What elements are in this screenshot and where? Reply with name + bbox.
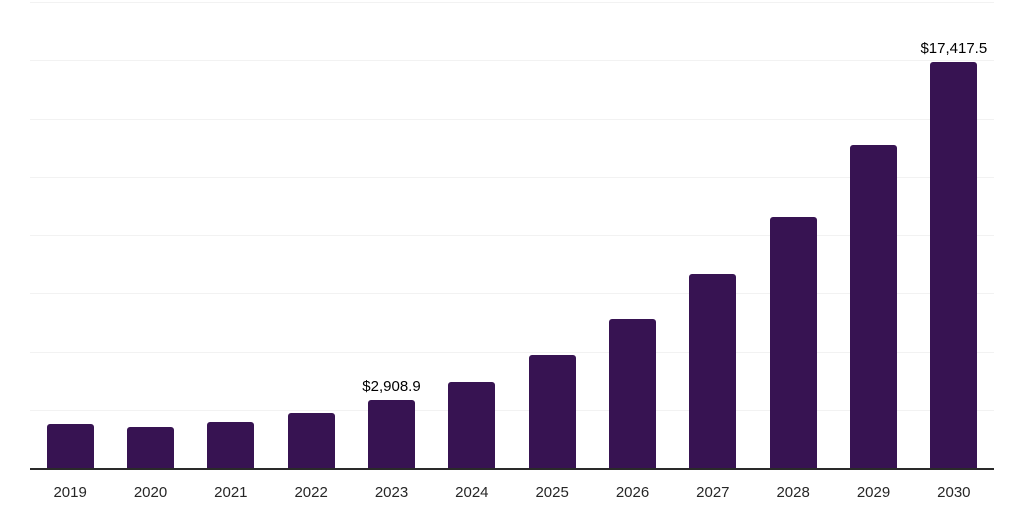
x-tick-2021: 2021 — [214, 484, 248, 501]
x-tick-2024: 2024 — [455, 484, 489, 501]
bar-2020 — [127, 426, 174, 468]
gridline-12500 — [30, 176, 994, 178]
gridline-10000 — [30, 235, 994, 236]
x-axis-line — [30, 468, 994, 470]
x-tick-2019: 2019 — [53, 484, 87, 501]
value-label-2030: $17,417.5 — [920, 40, 988, 58]
gridline-5000 — [30, 351, 994, 353]
value-label-2023: $2,908.9 — [362, 378, 421, 396]
bar-2029 — [850, 145, 897, 468]
bar-2026 — [609, 319, 656, 468]
x-tick-2026: 2026 — [615, 484, 650, 501]
bar-2023 — [368, 400, 415, 468]
bar-2030 — [930, 62, 978, 468]
x-tick-2020: 2020 — [133, 484, 168, 501]
x-tick-2028: 2028 — [776, 484, 810, 501]
plot-area: $2,908.9 $17,417.5 — [30, 2, 994, 468]
bar-2027 — [689, 274, 737, 468]
gridline-17500 — [30, 60, 994, 62]
x-tick-2029: 2029 — [856, 484, 891, 501]
x-tick-2030: 2030 — [937, 484, 971, 501]
x-tick-2027: 2027 — [696, 484, 730, 501]
bar-2021 — [207, 421, 255, 468]
x-tick-2023: 2023 — [374, 484, 409, 501]
bar-2022 — [287, 413, 335, 468]
x-tick-2022: 2022 — [294, 484, 328, 501]
x-axis-labels: 2019 2020 2021 2022 2023 2024 2025 2026 2027 2028… — [30, 484, 994, 504]
bar-2025 — [528, 354, 576, 468]
bar-2028 — [769, 216, 817, 468]
gridline-2500 — [30, 409, 994, 411]
bar-2024 — [448, 381, 496, 468]
x-tick-2025: 2025 — [535, 484, 569, 501]
bar-2019 — [46, 423, 94, 468]
gridline-20000 — [30, 2, 994, 3]
gridline-7500 — [30, 293, 994, 295]
gridline-15000 — [30, 118, 994, 120]
